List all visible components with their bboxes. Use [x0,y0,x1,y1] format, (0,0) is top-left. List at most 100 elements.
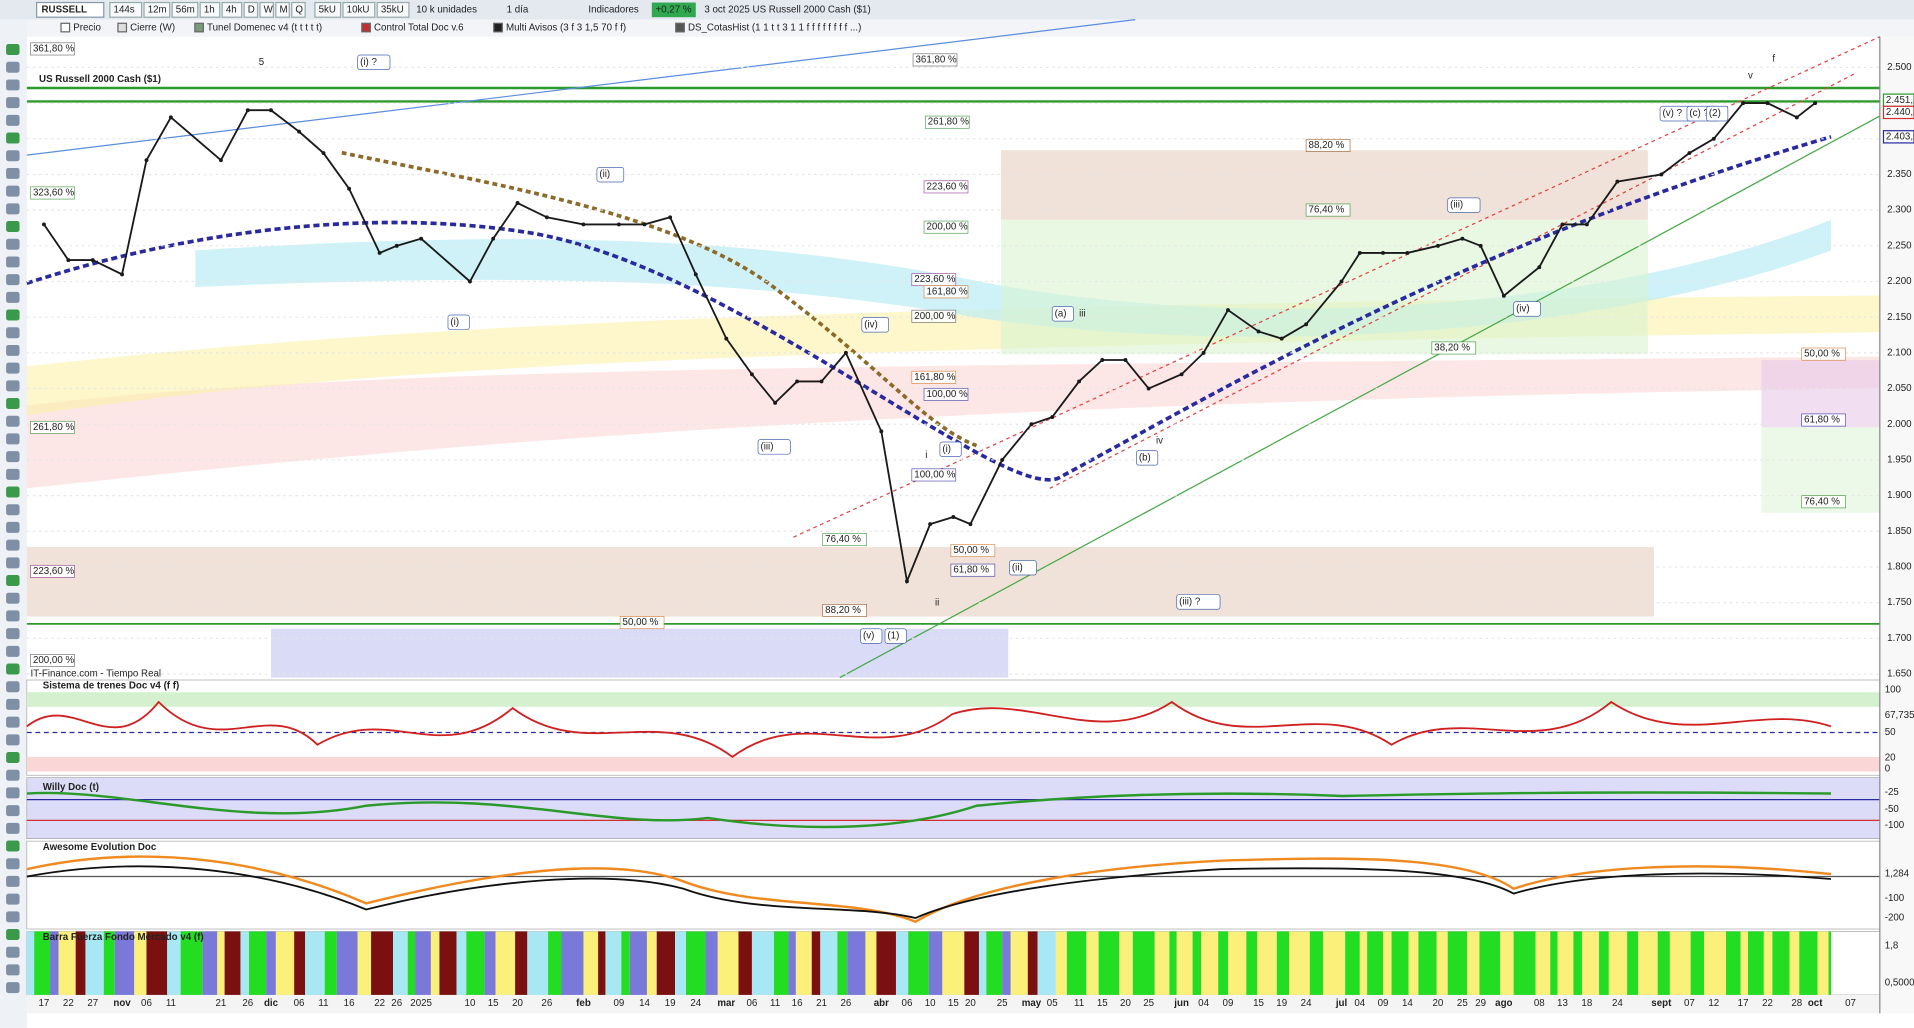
tool-icon[interactable] [6,291,20,303]
tool-icon[interactable] [6,79,20,91]
tool-icon[interactable] [6,415,20,427]
tool-icon[interactable] [6,451,20,463]
tool-icon[interactable] [6,698,20,710]
tool-icon[interactable] [6,539,20,551]
strength-bar [1246,931,1258,995]
indicator-name[interactable]: Control Total Doc v.6 [374,23,464,34]
tool-icon[interactable] [6,504,20,516]
tool-icon[interactable] [6,185,20,197]
wave-label: (i) [450,317,459,328]
tool-icon[interactable] [6,380,20,392]
price-point [1146,386,1151,391]
tool-icon[interactable] [6,681,20,693]
x-tick-label: 28 [1791,998,1802,1009]
tool-icon[interactable] [6,592,20,604]
price-tag-label: 2.403, [1886,131,1913,142]
price-tag-label: 2.451, [1886,95,1913,106]
tool-icon[interactable] [6,238,20,250]
tool-icon[interactable] [6,663,20,675]
price-point [1000,457,1005,462]
timeframe-button[interactable] [199,1,221,18]
timeframe-button[interactable] [376,1,410,18]
tool-icon[interactable] [6,221,20,233]
symbol-info: 3 oct 2025 US Russell 2000 Cash ($1) [704,4,870,15]
tool-icon[interactable] [6,398,20,410]
tool-icon[interactable] [6,61,20,73]
x-tick-label: 26 [242,998,253,1009]
indicator-name[interactable]: DS_CotasHist (1 1 t t 3 1 1 f f f f f f … [688,23,861,34]
tool-icon[interactable] [6,362,20,374]
tool-icon[interactable] [6,805,20,817]
tool-icon[interactable] [6,964,20,976]
tool-icon[interactable] [6,132,20,144]
strength-bar [788,931,796,995]
tool-icon[interactable] [6,716,20,728]
indicator-name[interactable]: Multi Avisos (3 f 3 1,5 70 f f) [506,23,626,34]
timeframe-button[interactable] [291,1,306,18]
symbol-box[interactable] [36,1,105,18]
tool-icon[interactable] [6,309,20,321]
timeframe-label: D [248,4,255,15]
tool-icon[interactable] [6,822,20,834]
tool-icon[interactable] [6,610,20,622]
y-tick-label: 1.900 [1887,490,1912,501]
x-tick-label: 16 [792,998,803,1009]
tool-icon[interactable] [6,167,20,179]
tool-icon[interactable] [6,344,20,356]
wave-label: (i) [942,444,951,455]
x-tick-label: 21 [816,998,827,1009]
timeframe-button[interactable] [275,1,290,18]
tool-icon[interactable] [6,769,20,781]
strength-bar [1367,931,1384,995]
tool-icon[interactable] [6,203,20,215]
tool-icon[interactable] [6,858,20,870]
tool-icon[interactable] [6,893,20,905]
toolbar-period[interactable]: 1 día [507,4,529,15]
tool-icon[interactable] [6,645,20,657]
tool-icon[interactable] [6,256,20,268]
price-point [218,158,223,163]
timeframe-button[interactable] [143,1,171,18]
tool-icon[interactable] [6,468,20,480]
timeframe-button[interactable] [342,1,376,18]
tool-icon[interactable] [6,97,20,109]
tool-icon[interactable] [6,946,20,958]
panel-scale-label: 1,284 [1885,869,1910,880]
strength-bar [1391,931,1409,995]
tool-icon[interactable] [6,44,20,56]
tool-icon[interactable] [6,433,20,445]
indicator-name[interactable]: Precio [73,23,101,34]
timeframe-button[interactable] [221,1,243,18]
timeframe-button[interactable] [314,1,342,18]
tool-icon[interactable] [6,327,20,339]
tool-icon[interactable] [6,150,20,162]
tool-icon[interactable] [6,752,20,764]
tool-icon[interactable] [6,274,20,286]
tool-icon[interactable] [6,575,20,587]
strength-bar [876,931,896,995]
tool-icon[interactable] [6,486,20,498]
tool-icon[interactable] [6,840,20,852]
tool-icon[interactable] [6,911,20,923]
tool-icon[interactable] [6,628,20,640]
price-point [1279,336,1284,341]
timeframe-button[interactable] [243,1,259,18]
timeframe-button[interactable] [259,1,275,18]
indicator-name[interactable]: Cierre (W) [130,23,175,34]
toolbar-indicators[interactable]: Indicadores [588,4,639,15]
toolbar-units[interactable]: 10 k unidades [416,4,477,15]
tool-icon[interactable] [6,787,20,799]
strength-bar [1479,931,1501,995]
timeframe-button[interactable] [109,1,143,18]
tool-icon[interactable] [6,734,20,746]
tool-icon[interactable] [6,557,20,569]
timeframe-button[interactable] [171,1,199,18]
tool-icon[interactable] [6,875,20,887]
indicator-name[interactable]: Tunel Domenec v4 (t t t t t) [207,23,322,34]
tool-icon[interactable] [6,929,20,941]
tool-icon[interactable] [6,982,20,994]
tool-icon[interactable] [6,521,20,533]
tool-icon[interactable] [6,114,20,126]
strength-bar [1817,931,1829,995]
wave-box [860,628,883,644]
